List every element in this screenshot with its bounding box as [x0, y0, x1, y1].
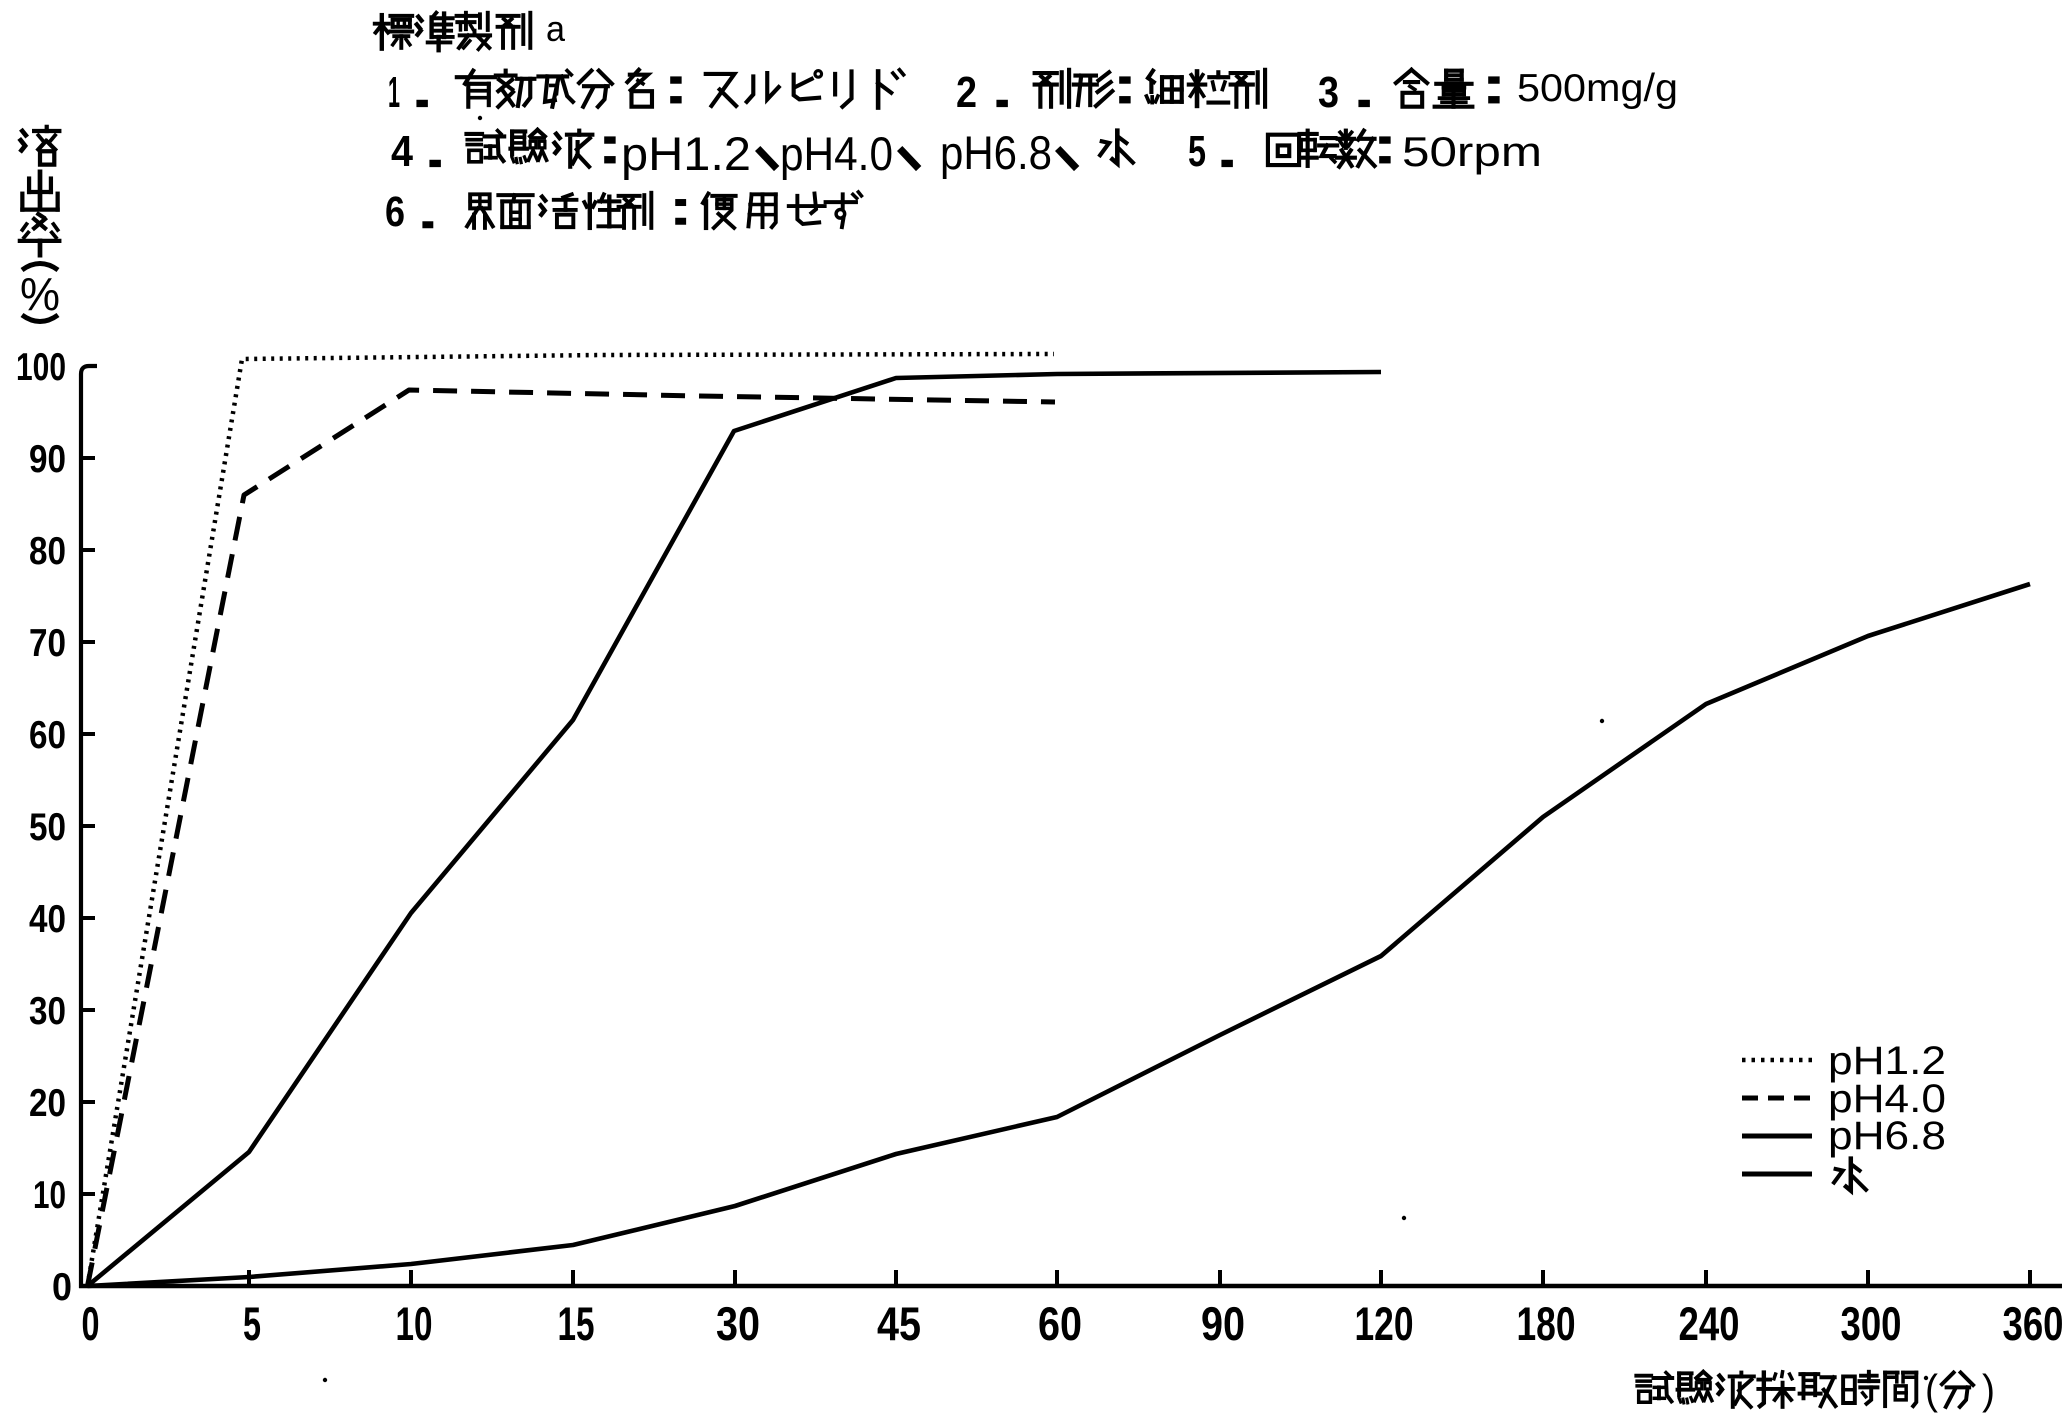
svg-text:10: 10: [396, 1297, 433, 1350]
svg-text:5: 5: [243, 1297, 261, 1350]
svg-text:70: 70: [29, 622, 66, 665]
svg-text:10: 10: [33, 1174, 66, 1217]
svg-text:): ): [1982, 1366, 1995, 1413]
svg-text:0: 0: [52, 1266, 72, 1309]
svg-text:pH1.2: pH1.2: [1828, 1039, 1946, 1083]
svg-text:6: 6: [385, 188, 405, 236]
svg-text:(: (: [1925, 1366, 1938, 1413]
svg-text:500mg/g: 500mg/g: [1517, 67, 1678, 110]
svg-text:30: 30: [716, 1297, 760, 1350]
svg-text:50rpm: 50rpm: [1402, 128, 1542, 175]
svg-text:2: 2: [956, 68, 977, 117]
svg-text:pH6.8: pH6.8: [1828, 1114, 1946, 1158]
svg-text:%: %: [20, 268, 60, 320]
svg-text:pH6.8: pH6.8: [940, 126, 1052, 179]
svg-text:3: 3: [1318, 68, 1339, 117]
svg-text:pH4.0: pH4.0: [780, 127, 893, 180]
svg-text:0: 0: [82, 1297, 100, 1350]
svg-text:30: 30: [29, 990, 66, 1033]
svg-text:90: 90: [1201, 1297, 1245, 1350]
svg-text:120: 120: [1355, 1297, 1414, 1350]
svg-text:4: 4: [391, 127, 413, 176]
svg-text:40: 40: [29, 898, 66, 941]
svg-text:90: 90: [29, 438, 66, 481]
svg-text:pH4.0: pH4.0: [1828, 1077, 1946, 1121]
svg-text:100: 100: [16, 346, 66, 389]
svg-text:45: 45: [877, 1297, 921, 1350]
svg-text:180: 180: [1517, 1297, 1576, 1350]
svg-text:20: 20: [29, 1082, 66, 1125]
svg-text:240: 240: [1679, 1297, 1740, 1350]
svg-text:1: 1: [388, 68, 400, 117]
svg-text:a: a: [546, 8, 566, 49]
svg-text:15: 15: [558, 1297, 595, 1350]
svg-text:5: 5: [1188, 127, 1206, 176]
svg-text:360: 360: [2003, 1297, 2064, 1350]
svg-text:pH1.2: pH1.2: [621, 127, 751, 180]
svg-text:80: 80: [29, 530, 66, 573]
svg-text:50: 50: [29, 806, 66, 849]
svg-text:60: 60: [1038, 1297, 1082, 1350]
svg-text:60: 60: [29, 714, 66, 757]
svg-text:300: 300: [1841, 1297, 1902, 1350]
